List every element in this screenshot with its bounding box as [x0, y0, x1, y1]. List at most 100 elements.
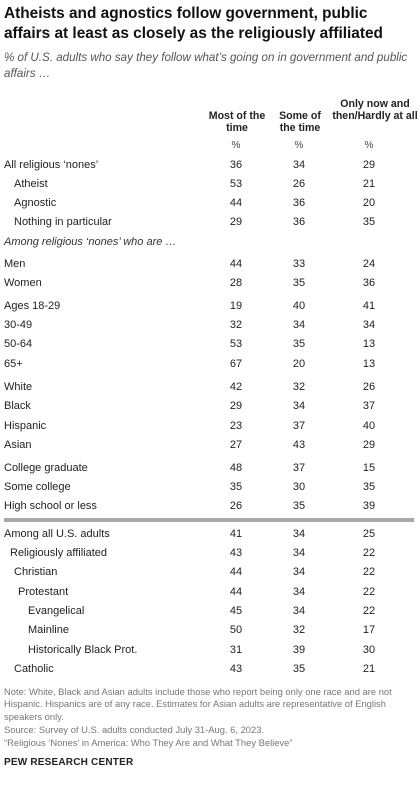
- data-value: 34: [292, 586, 306, 598]
- row-label: 30-49: [4, 319, 33, 331]
- data-value: 35: [362, 481, 376, 493]
- data-value: 34: [292, 605, 306, 617]
- row-label: Some college: [4, 481, 71, 493]
- data-value: 33: [292, 258, 306, 270]
- unit-label-some: %: [294, 140, 304, 151]
- row-label: 50-64: [4, 338, 33, 350]
- data-value: 26: [292, 178, 306, 190]
- row-label: Men: [4, 258, 26, 270]
- row-label: High school or less: [4, 500, 97, 512]
- data-value: 36: [292, 216, 306, 228]
- data-value: 44: [229, 566, 243, 578]
- table-row: Black 29 34 37: [0, 397, 420, 417]
- data-value: 37: [362, 400, 376, 412]
- data-value: 29: [229, 400, 243, 412]
- table-row: 65+ 67 20 13: [0, 355, 420, 375]
- data-value: 41: [362, 300, 376, 312]
- row-label: Ages 18-29: [4, 300, 61, 312]
- data-value: 44: [229, 197, 243, 209]
- table-row: Evangelical 45 34 22: [0, 602, 420, 622]
- data-value: 22: [362, 605, 376, 617]
- report-title: “Religious ‘Nones’ in America: Who They …: [4, 737, 293, 748]
- data-value: 48: [229, 462, 243, 474]
- table-row: Religiously affiliated 43 34 22: [0, 544, 420, 564]
- section-label: Among religious ‘nones’ who are …: [4, 236, 177, 248]
- data-value: 34: [292, 400, 306, 412]
- data-value: 34: [292, 547, 306, 559]
- row-label: Atheist: [14, 178, 48, 190]
- data-value: 37: [292, 420, 306, 432]
- data-value: 44: [229, 586, 243, 598]
- column-header-some: Some of the time: [279, 110, 321, 134]
- table-row: All religious ‘nones’ 36 34 29: [0, 156, 420, 176]
- data-value: 42: [229, 381, 243, 393]
- table-row: Asian 27 43 29: [0, 436, 420, 456]
- row-label: Agnostic: [14, 197, 57, 209]
- table-row: Hispanic 23 37 40: [0, 417, 420, 437]
- unit-label-most: %: [231, 140, 241, 151]
- data-value: 44: [229, 258, 243, 270]
- table-row: Agnostic 44 36 20: [0, 194, 420, 214]
- table-row: Ages 18-29 19 40 41: [0, 297, 420, 317]
- column-header-most: Most of the time: [208, 110, 266, 134]
- table-row: Men 44 33 24: [0, 255, 420, 275]
- data-value: 23: [229, 420, 243, 432]
- data-value: 32: [292, 624, 306, 636]
- data-value: 40: [362, 420, 376, 432]
- data-value: 21: [362, 663, 376, 675]
- row-label: Christian: [14, 566, 58, 578]
- data-value: 24: [362, 258, 376, 270]
- table-row: Christian 44 34 22: [0, 563, 420, 583]
- data-value: 13: [362, 338, 376, 350]
- table-divider: [4, 518, 414, 522]
- row-label: Hispanic: [4, 420, 47, 432]
- row-label: College graduate: [4, 462, 88, 474]
- data-value: 36: [292, 197, 306, 209]
- data-value: 36: [229, 159, 243, 171]
- data-value: 15: [362, 462, 376, 474]
- data-value: 20: [292, 358, 306, 370]
- data-value: 34: [292, 159, 306, 171]
- data-value: 25: [362, 528, 376, 540]
- row-label: Nothing in particular: [14, 216, 112, 228]
- data-value: 43: [229, 663, 243, 675]
- data-value: 37: [292, 462, 306, 474]
- data-value: 39: [362, 500, 376, 512]
- pew-logo-text: PEW RESEARCH CENTER: [4, 757, 134, 768]
- data-value: 21: [362, 178, 376, 190]
- row-label: Evangelical: [28, 605, 85, 617]
- data-value: 41: [229, 528, 243, 540]
- column-header-hardly: Only now and then/Hardly at all: [332, 98, 418, 122]
- data-value: 32: [229, 319, 243, 331]
- data-value: 35: [292, 500, 306, 512]
- row-label: White: [4, 381, 33, 393]
- data-value: 34: [362, 319, 376, 331]
- data-value: 35: [292, 277, 306, 289]
- row-label: Asian: [4, 439, 32, 451]
- data-value: 43: [229, 547, 243, 559]
- row-label: Religiously affiliated: [10, 547, 108, 559]
- row-label: Among all U.S. adults: [4, 528, 110, 540]
- row-label: Women: [4, 277, 42, 289]
- row-label: Black: [4, 400, 31, 412]
- data-value: 67: [229, 358, 243, 370]
- data-value: 40: [292, 300, 306, 312]
- table-row: 50-64 53 35 13: [0, 335, 420, 355]
- row-label: Protestant: [18, 586, 69, 598]
- table-row: Protestant 44 34 22: [0, 583, 420, 603]
- unit-label-hardly: %: [364, 140, 374, 151]
- table-row: College graduate 48 37 15: [0, 459, 420, 479]
- data-value: 50: [229, 624, 243, 636]
- data-value: 27: [229, 439, 243, 451]
- data-value: 32: [292, 381, 306, 393]
- table-row: Among all U.S. adults 41 34 25: [0, 525, 420, 545]
- data-value: 39: [292, 644, 306, 656]
- data-value: 29: [362, 159, 376, 171]
- table-row: Some college 35 30 35: [0, 478, 420, 498]
- data-value: 20: [362, 197, 376, 209]
- chart-title: Atheists and agnostics follow government…: [4, 5, 383, 42]
- data-value: 26: [229, 500, 243, 512]
- data-value: 45: [229, 605, 243, 617]
- data-value: 13: [362, 358, 376, 370]
